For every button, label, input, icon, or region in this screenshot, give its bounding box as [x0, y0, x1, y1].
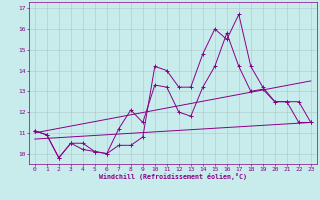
X-axis label: Windchill (Refroidissement éolien,°C): Windchill (Refroidissement éolien,°C) [99, 173, 247, 180]
